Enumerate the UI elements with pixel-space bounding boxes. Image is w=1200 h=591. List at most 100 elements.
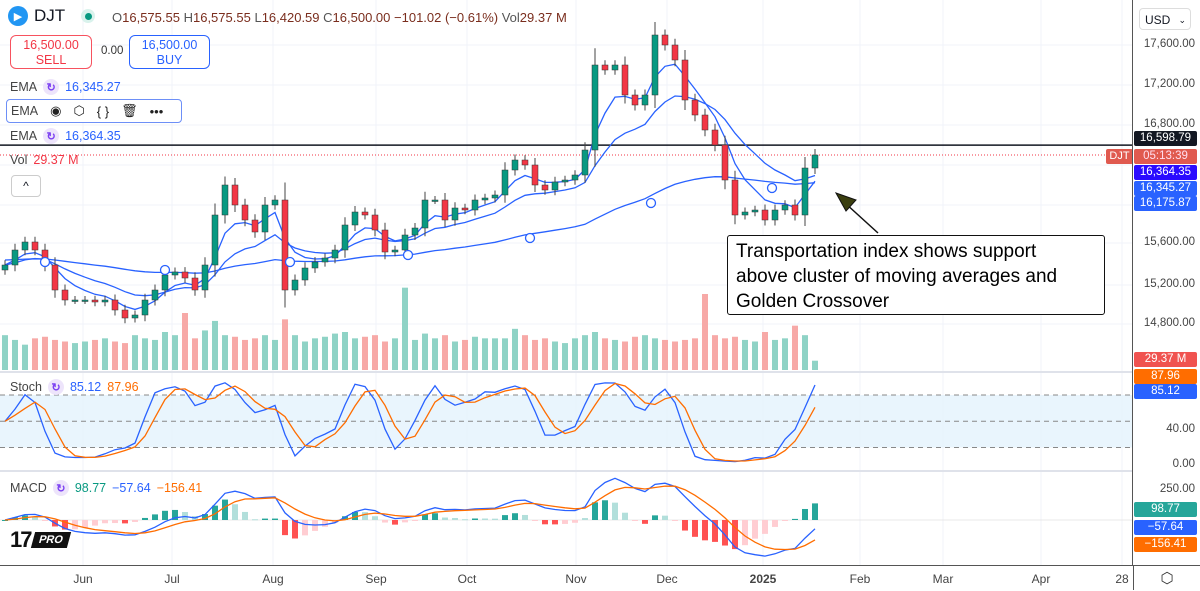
symbol-price-tag: DJT	[1106, 149, 1133, 164]
time-tick: Feb	[849, 572, 871, 586]
candle-body	[711, 129, 719, 146]
refresh-icon[interactable]: ↻	[43, 79, 60, 95]
macd-histogram-bar	[802, 508, 808, 520]
candle-body	[791, 204, 799, 216]
price-axis[interactable]: 17,600.00 17,200.00 16,800.00 15,600.00 …	[1132, 0, 1200, 565]
macd-histogram-bar	[702, 520, 708, 541]
macd-histogram-bar	[732, 520, 738, 550]
macd-histogram-bar	[322, 520, 328, 527]
ema-legend-1[interactable]: EMA ↻ 16,345.27	[10, 79, 121, 95]
macd-hist-value: 98.77	[74, 481, 107, 495]
candle-body	[161, 274, 169, 291]
time-tick: Apr	[1031, 572, 1051, 586]
volume-bar	[62, 341, 68, 370]
candle-body	[781, 204, 789, 211]
tradingview-logo: 17 PRO	[10, 527, 72, 553]
buy-button[interactable]: 16,500.00 BUY	[129, 35, 210, 69]
macd-histogram-bar	[102, 520, 108, 524]
volume-bar	[682, 339, 688, 370]
candle-body	[621, 64, 629, 96]
refresh-icon[interactable]: ↻	[47, 379, 64, 395]
volume-bar	[302, 341, 308, 370]
currency-select[interactable]: USD ⌄	[1139, 8, 1191, 30]
eye-icon[interactable]: ◉	[50, 103, 62, 118]
annotation-box[interactable]: Transportation index shows support above…	[727, 235, 1105, 315]
candle-body	[451, 207, 459, 221]
ema-legend-selected[interactable]: EMA ◉ ⬡ { } 🗑 •••	[6, 99, 182, 123]
candle-body	[391, 249, 399, 253]
settings-icon[interactable]: ⬡	[73, 103, 85, 118]
candle-body	[681, 59, 689, 101]
macd-histogram-bar	[152, 514, 158, 520]
refresh-icon[interactable]: ↻	[43, 128, 60, 144]
candle-body	[751, 209, 759, 213]
macd-histogram-bar	[142, 517, 148, 520]
sell-button[interactable]: 16,500.00 SELL	[10, 35, 92, 69]
candle-body	[531, 164, 539, 186]
symbol-name[interactable]: DJT	[34, 6, 66, 25]
stoch-d-line	[4, 382, 816, 462]
macd-histogram-bar	[172, 509, 178, 520]
volume-bar	[752, 341, 758, 370]
refresh-icon[interactable]: ↻	[52, 480, 69, 496]
bar-countdown-tag: 05:13:39	[1134, 149, 1197, 164]
volume-bar	[502, 338, 508, 370]
macd-histogram-bar	[92, 520, 98, 526]
volume-bar	[722, 338, 728, 370]
macd-histogram-bar	[552, 520, 558, 525]
chart-canvas[interactable]	[0, 0, 1133, 565]
open-label: O	[112, 10, 123, 25]
macd-line-tag: −57.64	[1134, 520, 1197, 535]
volume-legend[interactable]: Vol 29.37 M	[10, 153, 79, 167]
open-value: 16,575.55	[122, 10, 180, 25]
candle-body	[491, 194, 499, 199]
macd-histogram-bar	[262, 518, 268, 520]
vol-label: Vol	[10, 153, 28, 167]
macd-histogram-bar	[592, 502, 598, 520]
chart-settings-button[interactable]: ⬡	[1133, 565, 1200, 590]
high-value: 16,575.55	[192, 10, 251, 25]
time-tick: Dec	[656, 572, 678, 586]
ema-legend-2[interactable]: EMA ↻ 16,364.35	[10, 128, 121, 144]
vol-label: Vol	[501, 10, 520, 25]
macd-histogram-bar	[602, 500, 608, 520]
source-code-icon[interactable]: { }	[96, 103, 110, 119]
macd-histogram-bar	[792, 518, 798, 520]
spread-value: 0.00	[101, 45, 124, 57]
more-icon[interactable]: •••	[149, 103, 164, 119]
volume-bar	[292, 335, 298, 370]
candle-body	[341, 224, 349, 251]
ema-value: 16,345.27	[65, 80, 121, 94]
stoch-legend[interactable]: Stoch ↻ 85.12 87.96	[10, 379, 139, 395]
macd-legend[interactable]: MACD ↻ 98.77 −57.64 −156.41	[10, 480, 202, 496]
candle-body	[301, 267, 309, 281]
macd-histogram-bar	[452, 517, 458, 520]
volume-bar	[242, 339, 248, 370]
volume-bar	[782, 338, 788, 370]
volume-bar	[12, 339, 18, 370]
ema-fast-tag: 16,364.35	[1134, 165, 1197, 180]
candle-body	[741, 211, 749, 216]
candle-body	[311, 261, 319, 269]
time-axis[interactable]: Jun Jul Aug Sep Oct Nov Dec 2025 Feb Mar…	[0, 565, 1133, 591]
volume-bar	[732, 336, 738, 370]
collapse-legend-button[interactable]: ^	[11, 175, 41, 197]
macd-histogram-bar	[42, 520, 48, 521]
buy-label: BUY	[156, 53, 183, 67]
trash-icon[interactable]: 🗑	[121, 103, 138, 118]
candle-body	[121, 309, 129, 319]
volume-bar	[552, 341, 558, 370]
sell-price: 16,500.00	[23, 38, 79, 52]
macd-tick: 250.00	[1159, 483, 1195, 495]
candle-body	[81, 299, 89, 302]
candle-body	[561, 179, 569, 183]
candle-body	[761, 209, 769, 221]
candle-body	[51, 264, 59, 291]
volume-bar	[812, 360, 818, 370]
candle-body	[181, 271, 189, 279]
candle-body	[111, 299, 119, 311]
volume-bar	[122, 343, 128, 370]
volume-bar	[602, 338, 608, 370]
horizontal-line-tag: 16,598.79	[1134, 131, 1197, 146]
annotation-line: above cluster of moving averages and	[736, 266, 1058, 287]
